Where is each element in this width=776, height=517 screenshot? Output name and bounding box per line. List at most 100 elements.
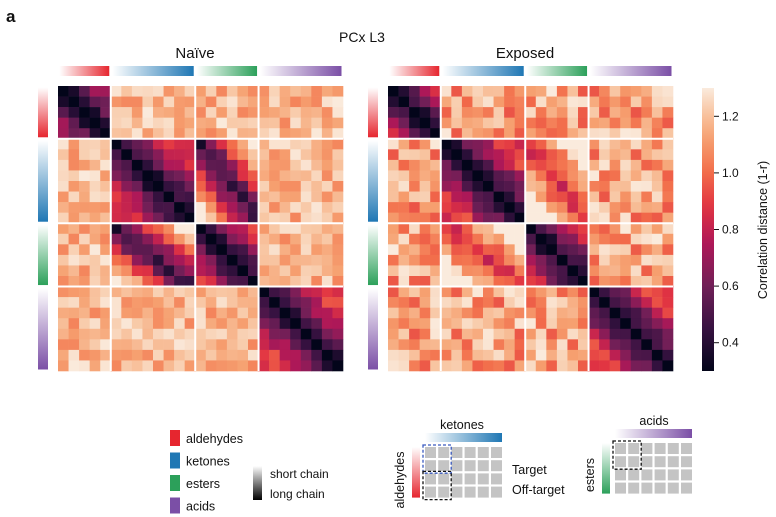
heatmap-cell xyxy=(567,286,579,298)
heatmap-cell xyxy=(599,339,610,351)
heatmap-cell xyxy=(651,181,663,192)
heatmap-cell xyxy=(100,149,112,161)
heatmap-cell xyxy=(121,181,133,192)
heatmap-cell xyxy=(472,318,484,330)
heatmap-cell xyxy=(89,128,101,140)
heatmap-cell xyxy=(630,170,642,182)
heatmap-cell xyxy=(237,191,249,203)
heatmap-cell xyxy=(609,254,621,266)
heatmap-cell xyxy=(409,159,420,171)
heatmap-cell xyxy=(89,244,101,256)
heatmap-cell xyxy=(163,244,175,256)
heatmap-cell xyxy=(525,107,537,118)
heatmap-cell xyxy=(578,360,589,372)
heatmap-cell xyxy=(58,191,69,203)
heatmap-cell xyxy=(609,339,621,351)
heatmap-cell xyxy=(620,244,632,256)
heatmap-cell xyxy=(279,107,291,118)
heatmap-cell xyxy=(205,117,217,129)
heatmap-cell xyxy=(184,138,196,150)
heatmap-cell xyxy=(641,307,653,319)
heatmap-cell xyxy=(556,170,568,182)
heatmap-cell xyxy=(651,170,663,182)
heatmap-cell xyxy=(321,96,333,108)
heatmap-cell xyxy=(269,265,280,277)
heatmap-cell xyxy=(504,286,515,298)
heatmap-cell xyxy=(514,360,526,372)
heatmap-cell xyxy=(258,107,270,118)
heatmap-cell xyxy=(525,360,537,372)
heatmap-cell xyxy=(184,254,196,266)
heatmap-cell xyxy=(153,138,164,150)
heatmap-cell xyxy=(163,107,175,118)
heatmap-cell xyxy=(131,223,143,235)
heatmap-cell xyxy=(556,212,568,224)
heatmap-cell xyxy=(300,276,312,287)
heatmap-cell xyxy=(311,254,323,266)
heatmap-cell xyxy=(300,360,312,372)
heatmap-cell xyxy=(504,244,515,256)
heatmap-cell xyxy=(300,181,312,192)
heatmap-cell xyxy=(174,349,185,361)
heatmap-cell xyxy=(321,149,333,161)
heatmap-cell xyxy=(609,244,621,256)
heatmap-cell xyxy=(332,307,344,319)
heatmap-cell xyxy=(153,233,164,245)
heatmap-cell xyxy=(258,223,270,235)
heatmap-cell xyxy=(651,212,663,224)
target-label: Target xyxy=(512,463,547,477)
heatmap-cell xyxy=(237,318,249,330)
heatmap-cell xyxy=(300,223,312,235)
heatmap-cell xyxy=(110,149,122,161)
heatmap-cell xyxy=(662,276,674,287)
heatmap-cell xyxy=(121,96,133,108)
heatmap-cell xyxy=(226,96,238,108)
heatmap-cell xyxy=(153,96,164,108)
heatmap-cell xyxy=(588,191,600,203)
heatmap-cell xyxy=(321,86,333,97)
heatmap-cell xyxy=(300,159,312,171)
heatmap-cell xyxy=(290,128,302,140)
heatmap-cell xyxy=(599,107,610,118)
heatmap-cell xyxy=(321,254,333,266)
heatmap-cell xyxy=(588,349,600,361)
heatmap-cell xyxy=(514,159,526,171)
heatmap-cell xyxy=(440,254,452,266)
heatmap-cell xyxy=(58,360,69,372)
heatmap-cell xyxy=(311,96,323,108)
heatmap-cell xyxy=(525,286,537,298)
heatmap-cell xyxy=(195,107,207,118)
heatmap-cell xyxy=(237,297,249,308)
heatmap-cell xyxy=(311,223,323,235)
heatmap-cell xyxy=(388,265,399,277)
heatmap-cell xyxy=(195,328,207,340)
heatmap-cell xyxy=(195,181,207,192)
heatmap-cell xyxy=(514,117,526,129)
heatmap-cell xyxy=(142,233,154,245)
heatmap-cell xyxy=(205,223,217,235)
heatmap-cell xyxy=(599,159,610,171)
group-bar-left-aldehydes xyxy=(368,87,378,138)
heatmap-cell xyxy=(216,223,228,235)
heatmap-cell xyxy=(662,128,674,140)
heatmap-cell xyxy=(311,349,323,361)
heatmap-cell xyxy=(279,191,291,203)
heatmap-cell xyxy=(662,318,674,330)
heatmap-cell xyxy=(174,202,185,213)
heatmap-cell xyxy=(409,128,420,140)
heatmap-cell xyxy=(388,339,399,351)
heatmap-cell xyxy=(430,181,442,192)
heatmap-cell xyxy=(195,307,207,319)
heatmap-cell xyxy=(142,297,154,308)
heatmap-cell xyxy=(332,191,344,203)
heatmap-cell xyxy=(419,276,431,287)
heatmap-cell xyxy=(535,328,547,340)
heatmap-cell xyxy=(121,307,133,319)
heatmap-cell xyxy=(153,244,164,256)
heatmap-cell xyxy=(131,149,143,161)
heatmap-cell xyxy=(142,128,154,140)
heatmap-cell xyxy=(89,181,101,192)
heatmap-cell xyxy=(163,212,175,224)
heatmap-cell xyxy=(269,117,280,129)
heatmap-cell xyxy=(398,181,410,192)
